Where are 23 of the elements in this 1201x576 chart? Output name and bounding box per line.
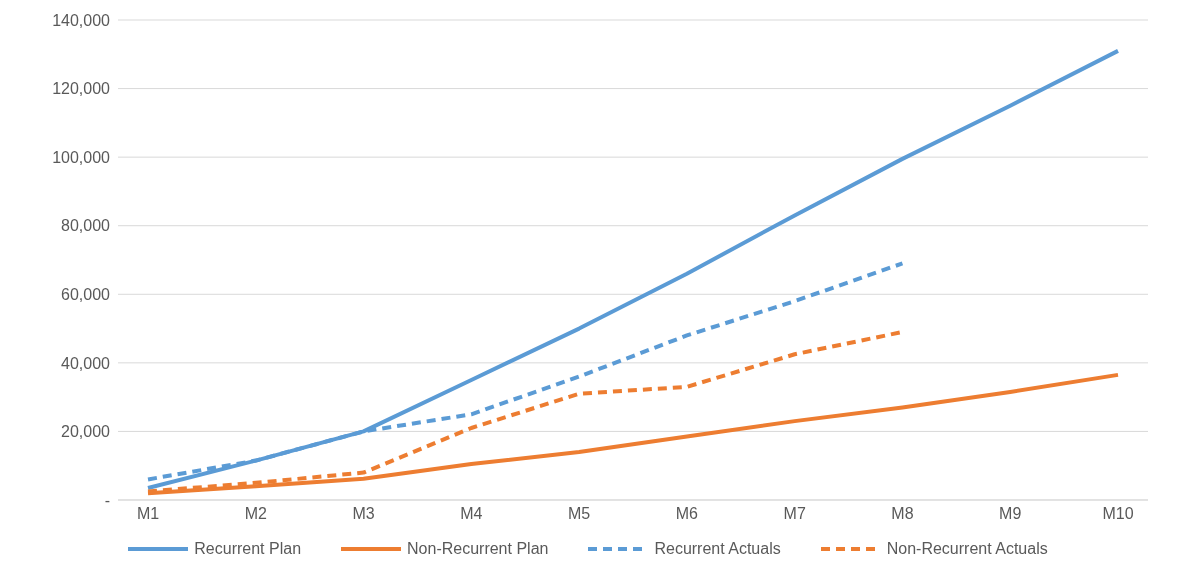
x-tick-label: M8	[891, 505, 914, 523]
line-series	[146, 48, 1120, 490]
y-tick-label: 80,000	[61, 217, 111, 235]
legend-label: Non-Recurrent Plan	[407, 540, 549, 558]
x-tick-label: M1	[136, 505, 160, 523]
x-tick-label: M6	[675, 505, 699, 523]
y-tick-label: 40,000	[61, 354, 111, 372]
y-tick-label: 120,000	[52, 80, 111, 98]
legend-label: Recurrent Plan	[194, 540, 302, 558]
y-tick-label: 140,000	[52, 11, 111, 29]
x-tick-label: M3	[352, 505, 375, 523]
x-tick-label: M2	[244, 505, 267, 523]
x-tick-label: M5	[567, 505, 591, 523]
y-tick-label: 60,000	[61, 285, 111, 303]
x-tick-label: M9	[999, 505, 1022, 523]
legend-label: Non-Recurrent Actuals	[886, 540, 1048, 558]
x-tick-label: M10	[1102, 505, 1134, 523]
y-tick-label: 20,000	[61, 423, 111, 441]
x-tick-label: M4	[460, 505, 483, 523]
x-tick-label: M7	[783, 505, 806, 523]
legend-label: Recurrent Actuals	[654, 540, 781, 558]
y-tick-label: 100,000	[52, 148, 111, 166]
y-tick-label: -	[104, 491, 110, 509]
